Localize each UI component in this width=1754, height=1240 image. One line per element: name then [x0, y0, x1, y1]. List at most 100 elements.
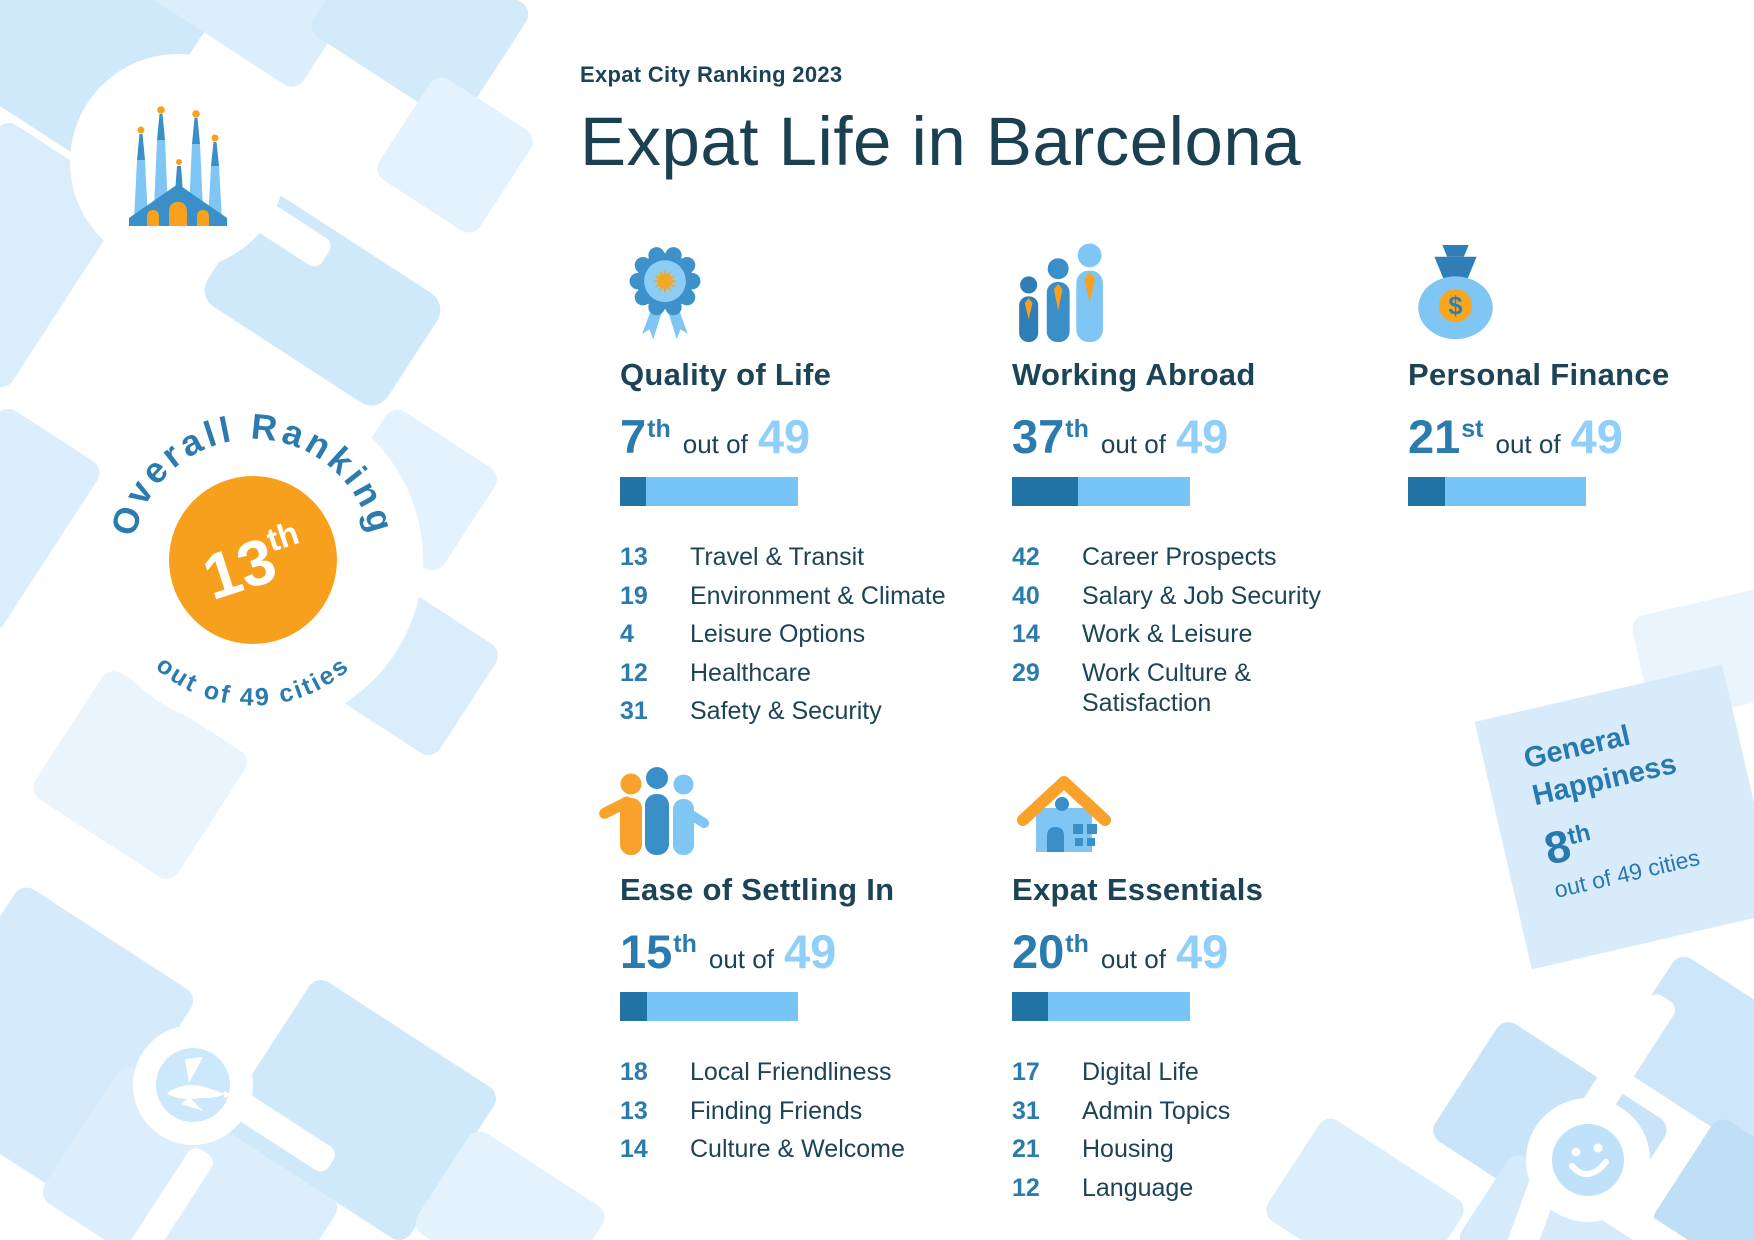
- subranking-row: 12 Language: [1012, 1173, 1397, 1204]
- rank-number: 15: [620, 925, 673, 978]
- subranking-label: Language: [1082, 1173, 1194, 1202]
- subranking-row: 21 Housing: [1012, 1134, 1397, 1165]
- rank-bar: [1408, 477, 1586, 506]
- rank-bar-fill: [620, 992, 647, 1021]
- subranking-number: 13: [620, 543, 648, 571]
- subranking-label: Housing: [1082, 1135, 1174, 1163]
- category-rank: 20th out of 49: [1012, 924, 1397, 979]
- subranking-label: Culture & Welcome: [690, 1135, 905, 1163]
- subranking-number: 19: [620, 581, 648, 610]
- header: Expat City Ranking 2023 Expat Life in Ba…: [580, 62, 1301, 181]
- subranking-row: 18 Local Friendliness: [620, 1057, 1005, 1088]
- subranking-label: Salary & Job Security: [1082, 581, 1321, 610]
- total-number: 49: [757, 410, 811, 463]
- rank-suffix: th: [1065, 930, 1089, 958]
- subranking-number: 14: [1012, 620, 1040, 648]
- rank-suffix: th: [673, 930, 697, 958]
- sagrada-familia-icon: [129, 106, 227, 226]
- category-rank: 37th out of 49: [1012, 409, 1397, 464]
- category-card-personal-finance: $ Personal Finance 21st out of 49: [1408, 237, 1754, 506]
- subranking-label: Leisure Options: [690, 620, 866, 648]
- rank-bar: [1012, 477, 1190, 506]
- subranking-number: 21: [1012, 1135, 1040, 1163]
- map-block: [372, 72, 538, 238]
- total-number: 49: [1175, 410, 1229, 463]
- out-of-label: out of: [708, 944, 774, 974]
- subranking-label: Work Culture & Satisfaction: [1082, 658, 1252, 718]
- subranking-row: 17 Digital Life: [1012, 1057, 1397, 1088]
- category-rank: 7th out of 49: [620, 409, 1005, 464]
- people-icon: [1012, 237, 1397, 343]
- rank-number: 21: [1408, 410, 1461, 463]
- rank-number: 37: [1012, 410, 1065, 463]
- total-number: 49: [783, 925, 837, 978]
- subranking-number: 31: [620, 697, 648, 725]
- subranking-number: 18: [620, 1058, 648, 1086]
- rank-bar-fill: [620, 477, 646, 506]
- subranking-list: 18 Local Friendliness 13 Finding Friends 1…: [620, 1057, 1005, 1165]
- subranking-label: Safety & Security: [690, 697, 882, 725]
- subranking-label: Work & Leisure: [1082, 620, 1253, 648]
- subranking-row: 29 Work Culture & Satisfaction: [1012, 658, 1397, 719]
- overall-ranking-badge: Overall Ranking 13th out of 49 cities: [83, 390, 423, 735]
- category-card-expat-essentials: Expat Essentials 20th out of 49 17 Digital …: [1012, 752, 1397, 1211]
- subranking-row: 13 Travel & Transit: [620, 542, 1005, 573]
- total-number: 49: [1175, 925, 1229, 978]
- category-card-working-abroad: Working Abroad 37th out of 49 42 Career Pro…: [1012, 237, 1397, 727]
- subranking-row: 13 Finding Friends: [620, 1096, 1005, 1127]
- friends-icon: [594, 752, 1005, 858]
- category-rank: 21st out of 49: [1408, 409, 1754, 464]
- category-title: Quality of Life: [620, 357, 832, 392]
- subranking-number: 14: [620, 1135, 648, 1163]
- kicker: Expat City Ranking 2023: [580, 62, 843, 87]
- rank-bar-fill: [1012, 477, 1078, 506]
- smiley-icon: [1552, 1124, 1624, 1196]
- subranking-row: 31 Safety & Security: [620, 696, 1005, 727]
- out-of-label: out of: [1495, 429, 1561, 459]
- rank-suffix: th: [647, 415, 671, 443]
- medal-icon: [620, 237, 1005, 343]
- subranking-number: 31: [1012, 1096, 1040, 1125]
- rank-bar-fill: [1012, 992, 1048, 1021]
- subranking-row: 12 Healthcare: [620, 658, 1005, 689]
- category-card-ease-of-settling-in: Ease of Settling In 15th out of 49 18 Local…: [599, 752, 1005, 1173]
- subranking-number: 17: [1012, 1058, 1040, 1086]
- subranking-label: Career Prospects: [1082, 543, 1277, 571]
- subranking-number: 29: [1012, 658, 1040, 687]
- subranking-label: Finding Friends: [690, 1096, 863, 1125]
- subranking-number: 13: [620, 1096, 648, 1125]
- out-of-label: out of: [1100, 429, 1166, 459]
- rank-bar: [620, 477, 798, 506]
- rank-number: 7: [620, 410, 647, 463]
- rank-bar-fill: [1408, 477, 1446, 506]
- rank-suffix: th: [1065, 415, 1089, 443]
- subranking-label: Travel & Transit: [690, 543, 865, 571]
- general-happiness-card: General Happiness 8th out of 49 cities: [1474, 664, 1754, 970]
- subranking-list: 13 Travel & Transit 19 Environment & Clima…: [620, 542, 1005, 727]
- subranking-row: 40 Salary & Job Security: [1012, 581, 1397, 612]
- subranking-label: Environment & Climate: [690, 581, 946, 610]
- subranking-row: 14 Culture & Welcome: [620, 1134, 1005, 1165]
- subranking-number: 40: [1012, 581, 1040, 610]
- subranking-row: 31 Admin Topics: [1012, 1096, 1397, 1127]
- subranking-label: Local Friendliness: [690, 1058, 892, 1086]
- subranking-list: 42 Career Prospects 40 Salary & Job Securi…: [1012, 542, 1397, 719]
- subranking-list: 17 Digital Life 31 Admin Topics 21 Housing …: [1012, 1057, 1397, 1203]
- money-bag-icon: $: [1408, 237, 1754, 343]
- subranking-number: 12: [1012, 1173, 1040, 1202]
- dollar-sign: $: [1448, 293, 1462, 321]
- overall-rank-circle: [169, 476, 337, 644]
- happiness-rank-suffix: th: [1565, 819, 1594, 851]
- subranking-row: 19 Environment & Climate: [620, 581, 1005, 612]
- out-of-label: out of: [682, 429, 748, 459]
- category-title: Working Abroad: [1012, 357, 1256, 392]
- house-icon: [1012, 752, 1397, 858]
- subranking-row: 42 Career Prospects: [1012, 542, 1397, 573]
- total-number: 49: [1570, 410, 1623, 463]
- rank-number: 20: [1012, 925, 1065, 978]
- page-title: Expat Life in Barcelona: [580, 103, 1302, 180]
- category-title: Personal Finance: [1408, 357, 1670, 392]
- rank-bar: [1012, 992, 1190, 1021]
- subranking-number: 12: [620, 658, 648, 687]
